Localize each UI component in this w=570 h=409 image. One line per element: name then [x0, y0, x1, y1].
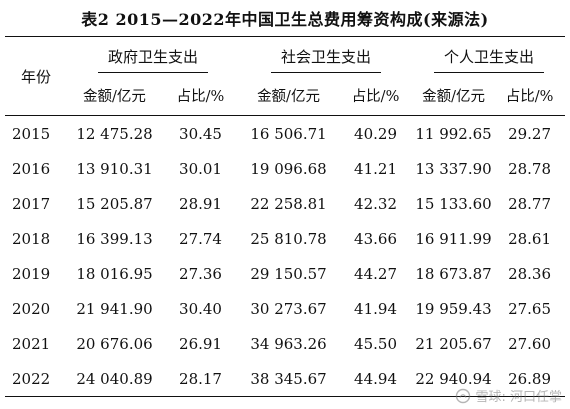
snowball-logo-icon	[456, 388, 471, 403]
year-cell: 2021	[12, 334, 51, 353]
data-cell: 30.40	[179, 299, 222, 318]
data-cell: 41.21	[354, 159, 397, 178]
table-row: 2018 16 399.13 27.74 25 810.78 43.66 16 …	[5, 221, 565, 256]
table-row: 2020 21 941.90 30.40 30 273.67 41.94 19 …	[5, 291, 565, 326]
sub-header-share: 占比/%	[351, 88, 400, 105]
data-cell: 29 150.57	[250, 264, 327, 283]
data-cell: 12 475.28	[76, 124, 153, 143]
year-cell: 2016	[12, 159, 51, 178]
sub-header-share: 占比/%	[505, 88, 554, 105]
watermark-text: 雪球: 河口任掌	[475, 390, 562, 405]
data-cell: 28.77	[508, 194, 552, 213]
sub-header-amount: 金额/亿元	[83, 88, 146, 105]
group-header-government: 政府卫生支出	[67, 37, 239, 76]
data-cell: 28.61	[508, 229, 552, 248]
data-cell: 18 016.95	[76, 264, 153, 283]
data-cell: 15 205.87	[76, 194, 153, 213]
watermark: 雪球: 河口任掌	[455, 386, 562, 405]
data-cell: 45.50	[354, 334, 397, 353]
health-expenditure-table: 年份 政府卫生支出 社会卫生支出 个人卫生支出 金额/亿元 占比/% 金额/亿元…	[5, 36, 566, 397]
data-cell: 28.17	[179, 369, 222, 388]
data-cell: 26.91	[179, 334, 222, 353]
sub-header-amount: 金额/亿元	[422, 88, 485, 105]
data-cell: 21 205.67	[415, 334, 492, 353]
group-header-social: 社会卫生支出	[239, 37, 413, 76]
data-cell: 22 258.81	[250, 194, 327, 213]
data-cell: 27.36	[179, 264, 222, 283]
year-cell: 2022	[12, 369, 51, 388]
table-row: 2017 15 205.87 28.91 22 258.81 42.32 15 …	[5, 186, 565, 221]
data-cell: 30 273.67	[250, 299, 327, 318]
data-cell: 19 959.43	[415, 299, 492, 318]
year-cell: 2015	[12, 124, 51, 143]
year-column-header: 年份	[5, 36, 67, 116]
data-cell: 15 133.60	[415, 194, 492, 213]
data-cell: 38 345.67	[250, 369, 327, 388]
data-cell: 13 337.90	[415, 159, 492, 178]
data-cell: 25 810.78	[250, 229, 327, 248]
data-cell: 22 940.94	[415, 369, 492, 388]
year-cell: 2017	[12, 194, 51, 213]
group-label: 政府卫生支出	[98, 46, 209, 73]
data-cell: 24 040.89	[76, 369, 153, 388]
data-cell: 28.91	[179, 194, 222, 213]
data-cell: 27.60	[508, 334, 552, 353]
data-cell: 44.27	[354, 264, 397, 283]
group-header-personal: 个人卫生支出	[413, 37, 565, 76]
table-row: 2021 20 676.06 26.91 34 963.26 45.50 21 …	[5, 326, 565, 361]
data-cell: 16 399.13	[76, 229, 153, 248]
data-cell: 42.32	[354, 194, 397, 213]
data-cell: 41.94	[354, 299, 397, 318]
group-label: 个人卫生支出	[434, 46, 545, 73]
data-cell: 26.89	[508, 369, 552, 388]
data-cell: 11 992.65	[415, 124, 492, 143]
sub-header-share: 占比/%	[176, 88, 225, 105]
sub-header-amount: 金额/亿元	[257, 88, 320, 105]
data-cell: 27.65	[508, 299, 552, 318]
data-cell: 13 910.31	[76, 159, 153, 178]
data-cell: 29.27	[508, 124, 552, 143]
table-row: 2022 24 040.89 28.17 38 345.67 44.94 22 …	[5, 361, 566, 397]
table-title: 表2 2015—2022年中国卫生总费用筹资构成(来源法)	[81, 10, 489, 29]
data-cell: 20 676.06	[76, 334, 153, 353]
table-row: 2016 13 910.31 30.01 19 096.68 41.21 13 …	[5, 151, 565, 186]
data-cell: 21 941.90	[76, 299, 153, 318]
data-cell: 43.66	[354, 229, 397, 248]
data-cell: 30.01	[179, 159, 222, 178]
data-cell: 34 963.26	[250, 334, 327, 353]
data-cell: 28.78	[508, 159, 552, 178]
data-cell: 40.29	[354, 124, 397, 143]
year-cell: 2020	[12, 299, 51, 318]
year-cell: 2019	[12, 264, 51, 283]
data-cell: 27.74	[179, 229, 222, 248]
year-cell: 2018	[12, 229, 51, 248]
table-row: 2019 18 016.95 27.36 29 150.57 44.27 18 …	[5, 256, 565, 291]
table-row: 2015 12 475.28 30.45 16 506.71 40.29 11 …	[5, 116, 565, 152]
data-cell: 30.45	[179, 124, 222, 143]
data-cell: 28.36	[508, 264, 552, 283]
data-cell: 16 911.99	[415, 229, 492, 248]
data-cell: 16 506.71	[250, 124, 327, 143]
data-cell: 19 096.68	[250, 159, 327, 178]
data-cell: 44.94	[354, 369, 397, 388]
group-label: 社会卫生支出	[271, 46, 382, 73]
data-cell: 18 673.87	[415, 264, 492, 283]
